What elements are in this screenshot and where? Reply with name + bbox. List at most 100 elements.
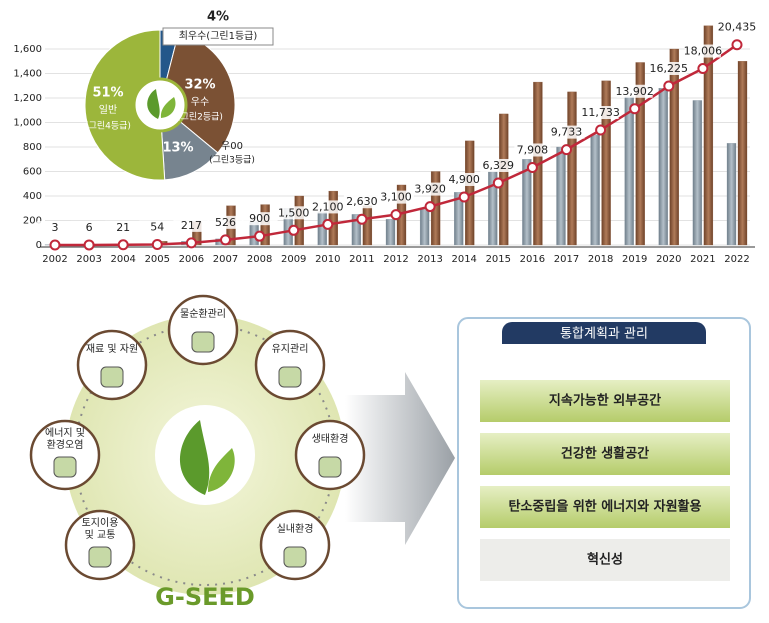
- label-bg: [514, 143, 551, 157]
- data-label: 3,920: [414, 183, 446, 196]
- pie-grade: (그린3등급): [209, 155, 255, 166]
- line-point: [731, 39, 743, 51]
- node-label: 실내환경: [277, 522, 314, 535]
- bar: [658, 88, 668, 246]
- label-bg: [650, 61, 687, 75]
- label-bg: [412, 182, 449, 196]
- bar: [419, 208, 430, 246]
- data-label: 900: [249, 212, 270, 225]
- data-label: 11,733: [581, 106, 620, 119]
- panel-tab: [502, 322, 706, 344]
- line-point: [185, 237, 197, 249]
- node-icon: [88, 546, 112, 568]
- label-bg: [173, 218, 210, 232]
- x-tick-label: 2011: [349, 254, 374, 265]
- pie-grade: (그린2등급): [177, 112, 223, 123]
- line-point: [356, 213, 368, 225]
- node-circle: [29, 419, 101, 491]
- label-bg: [719, 20, 755, 34]
- panel-item: [480, 380, 730, 422]
- line-point: [526, 162, 538, 174]
- line-point: [390, 209, 402, 221]
- pie-center: [132, 77, 188, 133]
- label-bg: [275, 206, 312, 220]
- node-icon: [100, 366, 124, 388]
- line-point: [322, 218, 334, 230]
- y-tick-label: 600: [23, 167, 42, 178]
- leaf: [208, 448, 235, 492]
- panel-item-label: 탄소중립을 위한 에너지와 자원활용: [509, 499, 702, 515]
- label-box: [162, 27, 274, 46]
- x-tick-label: 2019: [622, 254, 647, 265]
- panel-item: [480, 539, 730, 581]
- label-bg: [37, 220, 73, 234]
- x-tick-label: 2020: [656, 254, 681, 265]
- bar: [624, 96, 634, 246]
- bar: [590, 134, 600, 246]
- data-label: 4,900: [448, 173, 480, 186]
- x-tick-label: 2018: [588, 254, 613, 265]
- x-tick-label: 2021: [690, 254, 715, 265]
- node-circle: [254, 329, 326, 401]
- node-label: 토지이용: [82, 517, 119, 529]
- label-bg: [105, 220, 142, 234]
- node-icon: [318, 456, 342, 478]
- line-point: [220, 234, 231, 246]
- data-label: 217: [181, 219, 202, 232]
- label-bg: [71, 220, 108, 234]
- bar: [522, 159, 532, 246]
- bar: [703, 25, 714, 246]
- data-label: 526: [215, 216, 236, 229]
- node-icon: [53, 456, 77, 478]
- node-label: 유지관리: [272, 343, 309, 355]
- line-point: [83, 239, 95, 251]
- bar: [351, 214, 362, 246]
- label-bg: [343, 195, 380, 209]
- bar: [737, 61, 748, 246]
- data-label: 21: [116, 221, 130, 234]
- line-point: [254, 230, 266, 242]
- line-point: [424, 201, 436, 213]
- line-point: [595, 124, 607, 136]
- line-point: [151, 238, 163, 250]
- node-circle: [294, 419, 366, 491]
- data-label: 3,100: [380, 191, 412, 204]
- node-label: 에너지 및: [45, 427, 85, 439]
- bar: [601, 80, 611, 246]
- node-icon: [278, 366, 302, 388]
- data-label: 1,500: [278, 206, 310, 219]
- data-label: 20,435: [718, 21, 757, 34]
- x-tick-label: 2022: [724, 254, 749, 265]
- chart: 0 200 400 600 800 1,000 1,200 1,400 1,600 2002 200…: [13, 20, 757, 265]
- label-bg: [139, 220, 176, 234]
- line-point: [629, 103, 641, 115]
- bar: [726, 143, 737, 246]
- node-label: 물순환관리: [180, 308, 226, 320]
- y-tick-label: 1,400: [13, 69, 42, 80]
- x-tick-label: 2010: [315, 254, 340, 265]
- x-tick-label: 2016: [520, 254, 545, 265]
- label-bg: [582, 106, 619, 120]
- x-tick-label: 2006: [179, 254, 204, 265]
- pie-category: 일반: [99, 104, 117, 116]
- x-tick-label: 2004: [110, 254, 135, 265]
- data-label: 6,329: [483, 159, 515, 172]
- panel-item-label: 건강한 생활공간: [561, 446, 649, 462]
- panel-item-label: 혁신성: [587, 552, 623, 568]
- data-label: 9,733: [551, 126, 583, 139]
- pie-category: 우00: [221, 140, 243, 152]
- panel-item: [480, 433, 730, 475]
- leaf: [180, 420, 210, 495]
- x-tick-label: 2003: [76, 254, 101, 265]
- bar: [556, 146, 566, 246]
- data-label: 6: [86, 221, 93, 234]
- panel-title: 통합계획과 관리: [560, 327, 648, 342]
- arrow: [345, 372, 455, 545]
- line-point: [697, 63, 709, 75]
- label-bg: [309, 200, 346, 214]
- label-bg: [207, 215, 244, 229]
- y-tick-label: 1,000: [13, 118, 42, 129]
- x-tick-label: 2013: [417, 254, 442, 265]
- x-tick-label: 2002: [42, 254, 67, 265]
